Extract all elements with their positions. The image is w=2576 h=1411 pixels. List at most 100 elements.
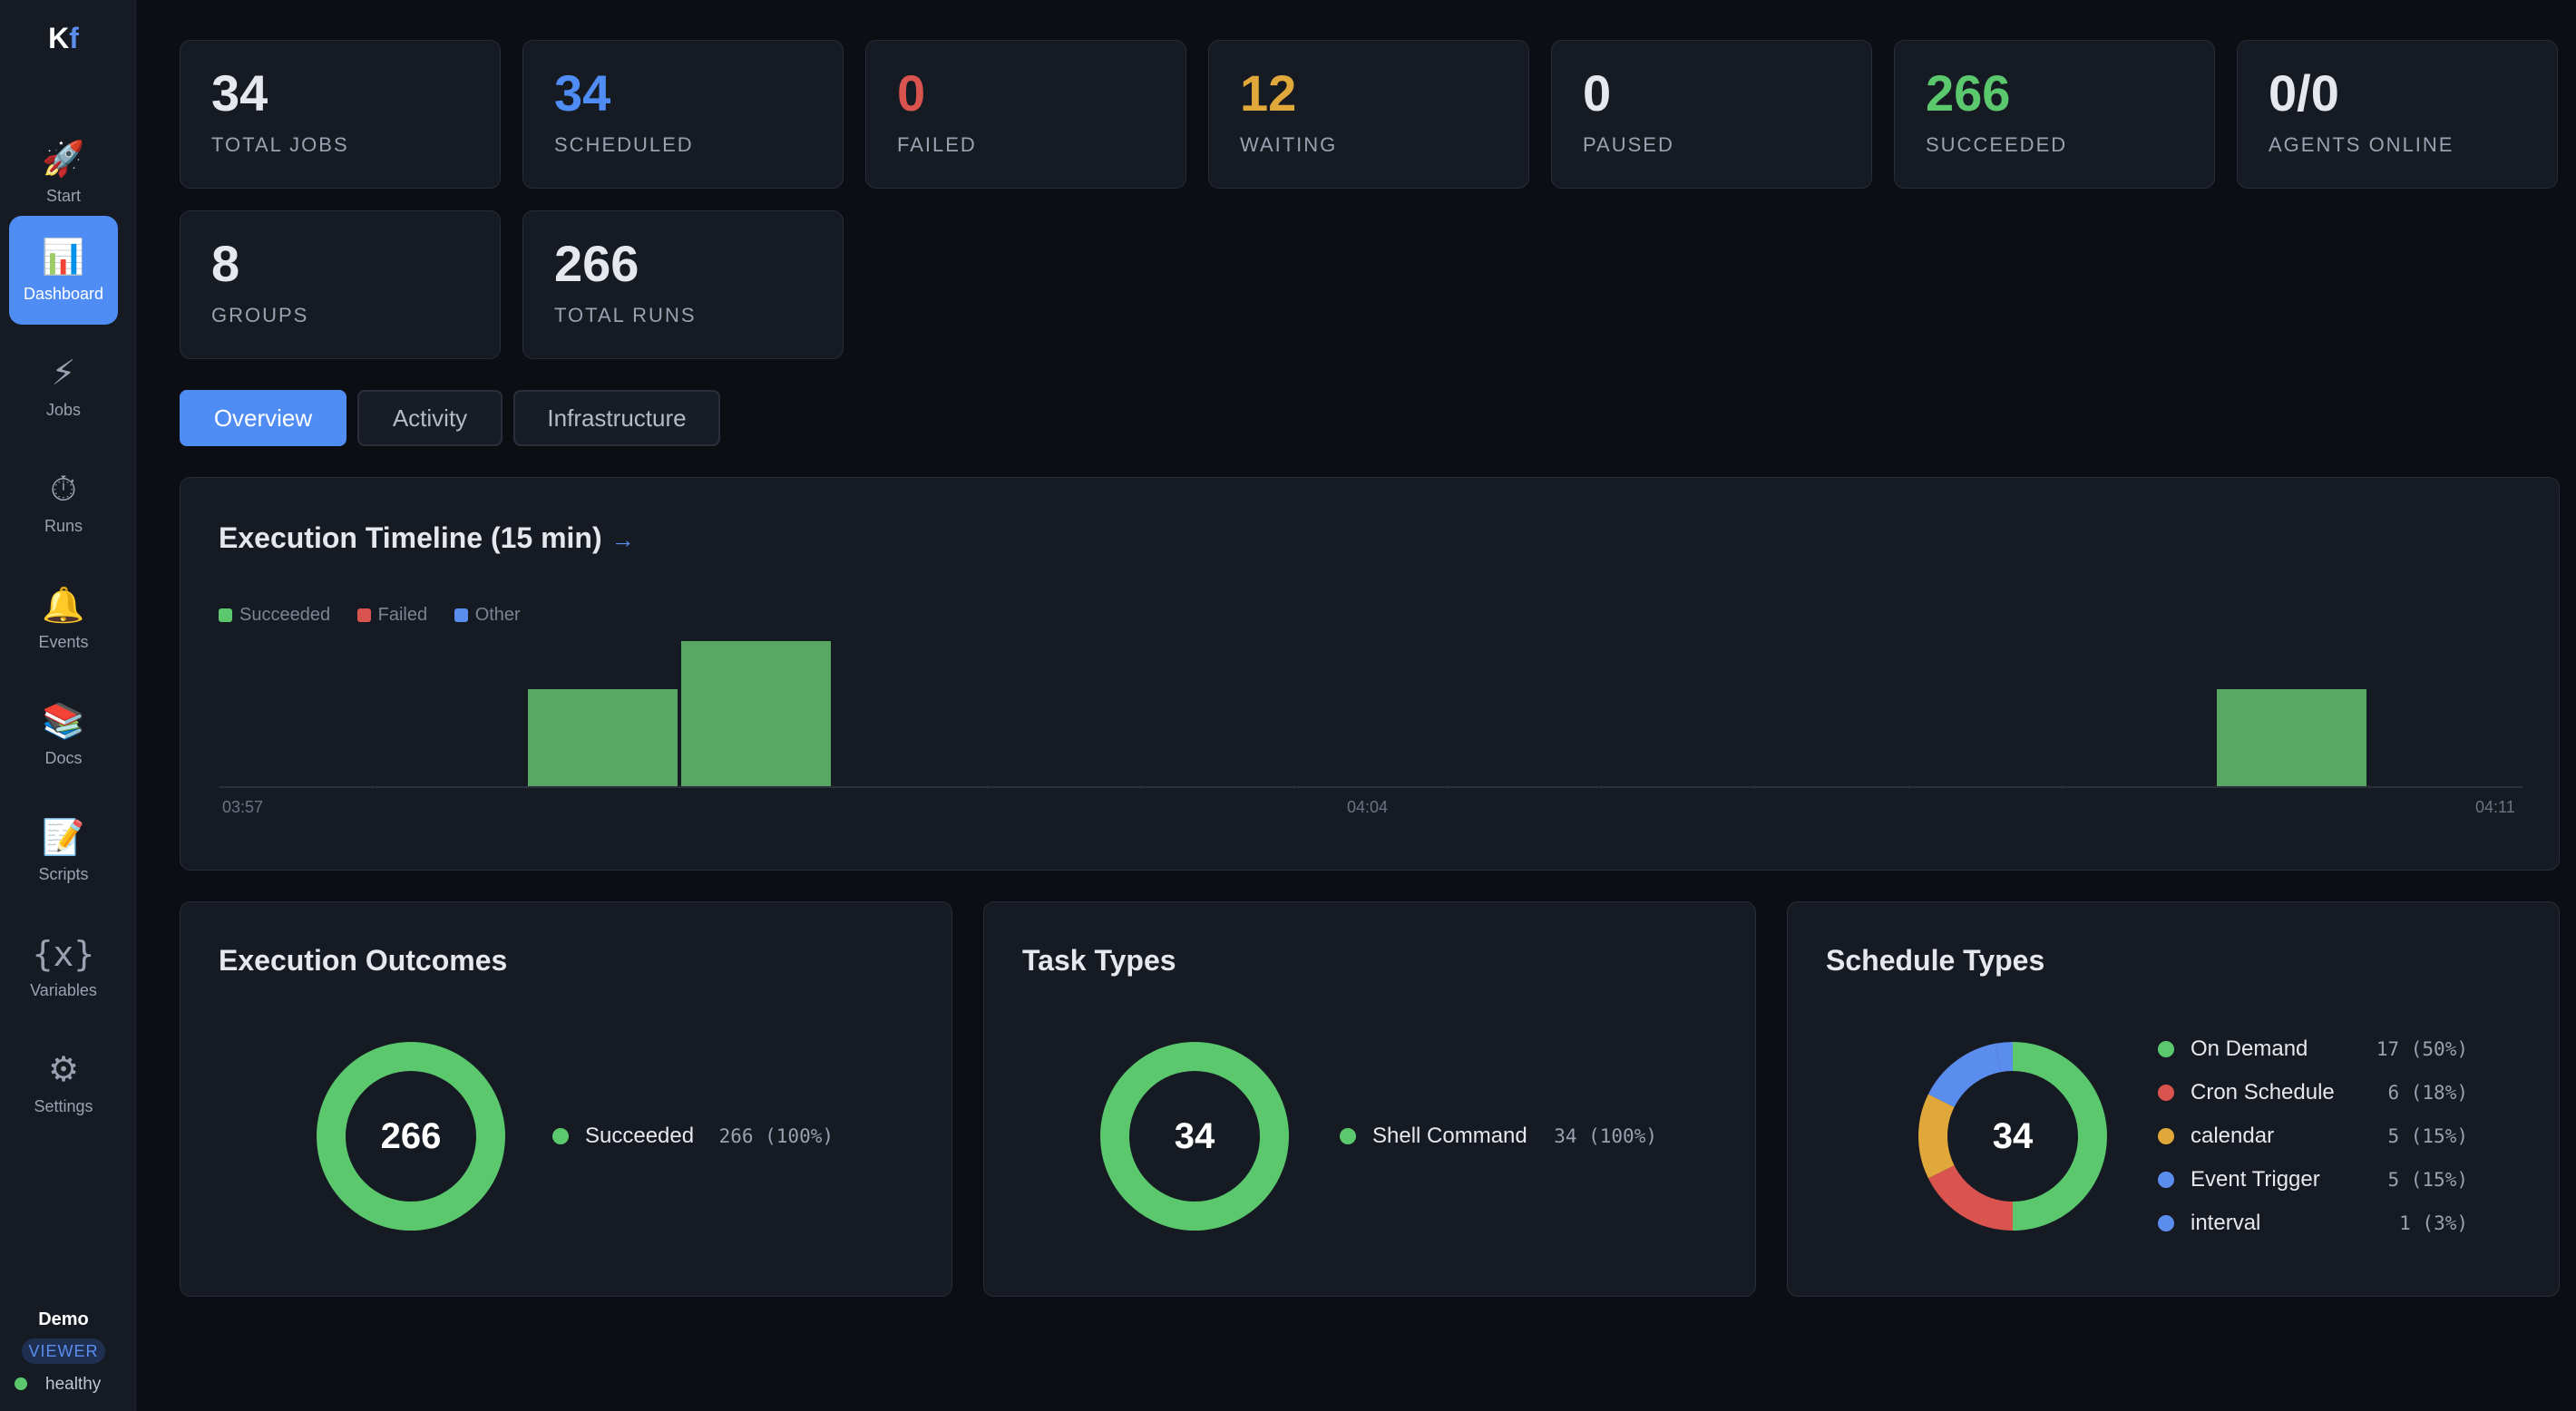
x-axis-tick (526, 785, 527, 789)
task-types-total: 34 (1174, 1116, 1215, 1156)
legend-item-other: Other (454, 605, 521, 625)
outcomes-title: Execution Outcomes (219, 944, 508, 977)
chart-icon: 📊 (42, 238, 85, 277)
legend-dot (1340, 1128, 1356, 1144)
legend-dot (2158, 1128, 2174, 1144)
donut-slice-event-trigger[interactable] (1927, 1043, 2002, 1108)
x-axis-tick (1140, 785, 1141, 789)
schedule-types-panel: Schedule Types 34 On Demand 17 (50%) Cro… (1787, 901, 2560, 1297)
legend-label: Failed (377, 605, 428, 625)
sidebar-item-label: Runs (44, 517, 83, 535)
stat-card-paused[interactable]: 0 PAUSED (1551, 40, 1872, 189)
legend-label: interval (2191, 1211, 2261, 1235)
x-tick-label: 04:04 (1347, 798, 1389, 816)
stat-value: 8 (211, 235, 240, 292)
rocket-icon: 🚀 (42, 141, 85, 179)
stat-value: 0 (1583, 64, 1612, 122)
donut-slice-shell-command[interactable] (1100, 1042, 1289, 1231)
sidebar-item-events[interactable]: 🔔 Events (9, 564, 118, 673)
stat-card-total-jobs[interactable]: 34 TOTAL JOBS (180, 40, 501, 189)
legend-item-succeeded: Succeeded (219, 605, 330, 625)
timeline-bar-0400[interactable] (681, 641, 831, 786)
stat-card-waiting[interactable]: 12 WAITING (1208, 40, 1529, 189)
stat-value: 12 (1240, 64, 1297, 122)
donut-slice-succeeded[interactable] (317, 1042, 505, 1231)
legend-label: Event Trigger (2191, 1167, 2320, 1192)
sidebar-item-label: Scripts (38, 865, 89, 883)
stat-value: 0/0 (2269, 64, 2339, 122)
legend-item-failed: Failed (356, 605, 428, 625)
sidebar-item-label: Events (38, 633, 89, 651)
variables-icon: {x} (32, 934, 95, 974)
stat-label: AGENTS ONLINE (2269, 133, 2454, 156)
sidebar-item-label: Settings (34, 1097, 93, 1115)
tab-activity[interactable]: Activity (357, 390, 503, 446)
timeline-bar-0410[interactable] (2217, 689, 2366, 786)
legend-value: 17 (50%) (2376, 1038, 2468, 1060)
sidebar-item-start[interactable]: 🚀 Start (9, 118, 118, 227)
x-tick-label: 03:57 (222, 798, 264, 816)
logo-k: K (48, 22, 70, 54)
x-tick-label: 04:11 (2475, 798, 2515, 816)
legend-value: 34 (100%) (1554, 1125, 1657, 1147)
stat-card-agents-online[interactable]: 0/0 AGENTS ONLINE (2237, 40, 2558, 189)
execution-timeline-panel: Execution Timeline (15 min) → Succeeded F… (180, 477, 2560, 871)
task-types-donut (1100, 1042, 1289, 1231)
legend-value: 6 (18%) (2387, 1082, 2468, 1104)
stat-card-scheduled[interactable]: 34 SCHEDULED (522, 40, 844, 189)
sidebar-item-jobs[interactable]: ⚡ Jobs (9, 332, 118, 441)
sidebar-item-docs[interactable]: 📚 Docs (9, 680, 118, 789)
sidebar-item-dashboard[interactable]: 📊 Dashboard (9, 216, 118, 325)
x-axis-tick (679, 785, 680, 789)
bell-icon: 🔔 (42, 587, 85, 625)
arrow-right-icon[interactable]: → (610, 526, 635, 553)
legend-dot (2158, 1041, 2174, 1057)
stat-card-groups[interactable]: 8 GROUPS (180, 210, 501, 359)
legend-label: On Demand (2191, 1036, 2308, 1061)
x-axis-baseline (219, 786, 2522, 788)
stat-label: FAILED (897, 133, 977, 156)
legend-value: 1 (3%) (2399, 1212, 2468, 1234)
sidebar-item-scripts[interactable]: 📝 Scripts (9, 796, 118, 905)
x-axis-tick (1754, 785, 1755, 789)
x-axis-tick (2215, 785, 2216, 789)
role-badge: VIEWER (22, 1338, 105, 1364)
legend-row-cron-schedule: Cron Schedule (2158, 1080, 2335, 1105)
legend-dot (2158, 1172, 2174, 1188)
sidebar-item-variables[interactable]: {x} Variables (9, 912, 118, 1021)
tab-overview[interactable]: Overview (180, 390, 346, 446)
memo-icon: 📝 (42, 819, 85, 857)
legend-row-calendar: calendar (2158, 1124, 2274, 1149)
timeline-title[interactable]: Execution Timeline (15 min) → (219, 521, 635, 555)
sidebar-item-label: Variables (30, 981, 97, 999)
sidebar-item-runs[interactable]: ⏱ Runs (9, 448, 118, 557)
app-logo[interactable]: Kf (0, 22, 127, 55)
stat-card-total-runs[interactable]: 266 TOTAL RUNS (522, 210, 844, 359)
legend-label: calendar (2191, 1124, 2275, 1148)
donut-slice-calendar[interactable] (1918, 1094, 1955, 1179)
timeline-title-text: Execution Timeline (15 min) (219, 521, 602, 554)
donut-slice-cron-schedule[interactable] (1927, 1164, 2014, 1231)
x-axis-tick (1448, 785, 1449, 789)
sidebar-item-label: Docs (44, 749, 83, 767)
tab-infrastructure[interactable]: Infrastructure (513, 390, 720, 446)
x-axis-tick (987, 785, 988, 789)
sidebar-item-label: Dashboard (23, 285, 104, 303)
donut-slice-interval[interactable] (1995, 1042, 2014, 1073)
legend-row-event-trigger: Event Trigger (2158, 1167, 2320, 1192)
legend-swatch (219, 608, 232, 622)
sidebar-item-settings[interactable]: ⚙ Settings (9, 1028, 118, 1137)
schedule-types-total: 34 (1992, 1116, 2034, 1156)
stat-label: WAITING (1240, 133, 1338, 156)
legend-swatch (356, 608, 371, 622)
legend-row-on-demand: On Demand (2158, 1036, 2308, 1062)
sidebar-item-label: Jobs (45, 401, 82, 419)
donut-slice-on-demand[interactable] (2012, 1042, 2107, 1231)
stat-card-failed[interactable]: 0 FAILED (865, 40, 1186, 189)
stat-card-succeeded[interactable]: 266 SUCCEEDED (1894, 40, 2215, 189)
health-status: healthy (15, 1375, 101, 1395)
legend-label: Other (474, 605, 521, 625)
x-axis-tick (2062, 785, 2063, 789)
timeline-bar-0359[interactable] (528, 689, 678, 786)
legend-label: Shell Command (1372, 1124, 1527, 1148)
